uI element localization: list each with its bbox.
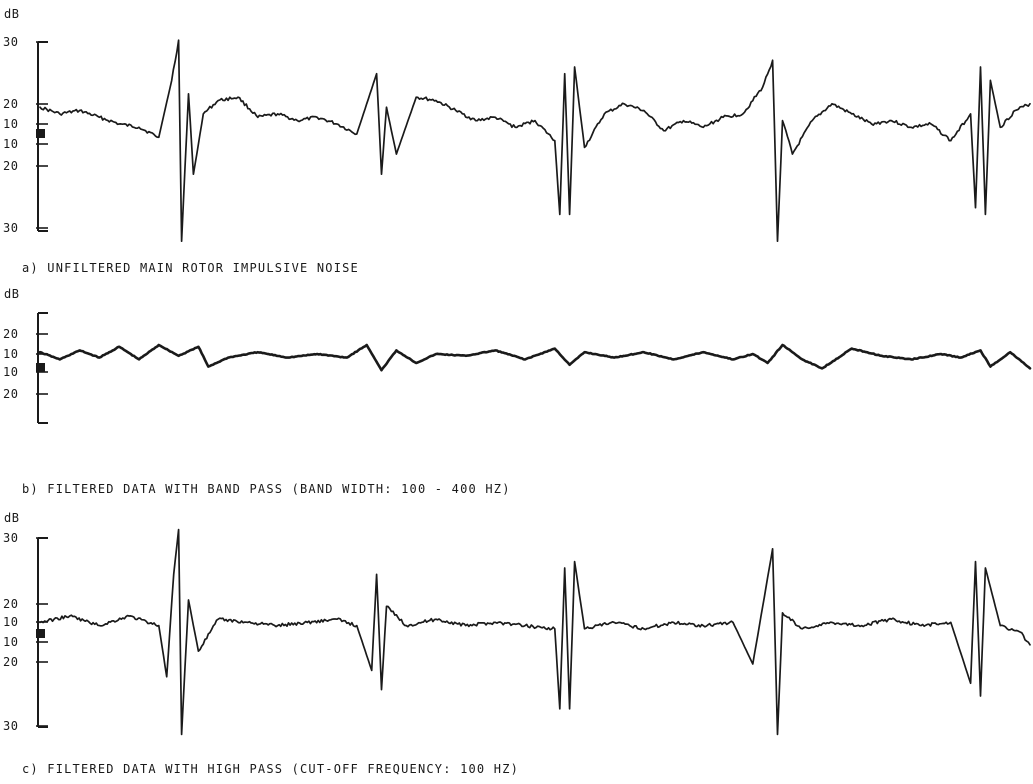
y-tick-label: 20 (3, 655, 18, 669)
y-tick-label: 10 (3, 137, 18, 151)
waveform-series-line (39, 39, 1031, 243)
panel-a: dB 30 20 10 10 20 30 a) UNFILTERED MAIN ROTOR… (3, 7, 1031, 275)
y-tick-label: 30 (3, 531, 18, 545)
y-tick-label: 30 (3, 35, 18, 49)
panel-c-y-ticks: 30 20 10 10 20 30 (3, 531, 48, 733)
waveform-series-line (39, 528, 1031, 736)
reference-marker (36, 129, 45, 138)
panel-c-trace (39, 528, 1031, 736)
y-tick-label: 30 (3, 221, 18, 235)
panel-b: dB 20 10 10 20 b) FILTERED DATA WITH BAND P… (3, 287, 1032, 496)
y-tick-label: 20 (3, 159, 18, 173)
y-tick-label: 10 (3, 347, 18, 361)
panel-b-caption: b) FILTERED DATA WITH BAND PASS (BAND WI… (22, 482, 511, 496)
y-tick-label: 20 (3, 597, 18, 611)
panel-a-y-unit-label: dB (4, 7, 19, 21)
panel-c-y-unit-label: dB (4, 511, 19, 525)
y-tick-label: 30 (3, 719, 18, 733)
y-tick-label: 10 (3, 117, 18, 131)
y-tick-label: 20 (3, 97, 18, 111)
panel-b-trace (38, 343, 1032, 372)
panel-a-caption: a) UNFILTERED MAIN ROTOR IMPULSIVE NOISE (22, 261, 359, 275)
y-tick-label: 20 (3, 327, 18, 341)
panel-b-y-ticks: 20 10 10 20 (3, 327, 48, 401)
panel-b-y-unit-label: dB (4, 287, 19, 301)
y-tick-label: 20 (3, 387, 18, 401)
y-tick-label: 10 (3, 365, 18, 379)
reference-marker (36, 363, 45, 372)
panel-c-caption: c) FILTERED DATA WITH HIGH PASS (CUT-OFF… (22, 762, 519, 776)
y-tick-label: 10 (3, 635, 18, 649)
panel-c: dB 30 20 10 10 20 30 c) FILTERED DATA WITH HI… (3, 511, 1031, 776)
waveform-series-line (38, 343, 1032, 372)
reference-marker (36, 629, 45, 638)
y-tick-label: 10 (3, 615, 18, 629)
panel-a-trace (39, 39, 1031, 243)
panel-a-y-ticks: 30 20 10 10 20 30 (3, 35, 48, 235)
